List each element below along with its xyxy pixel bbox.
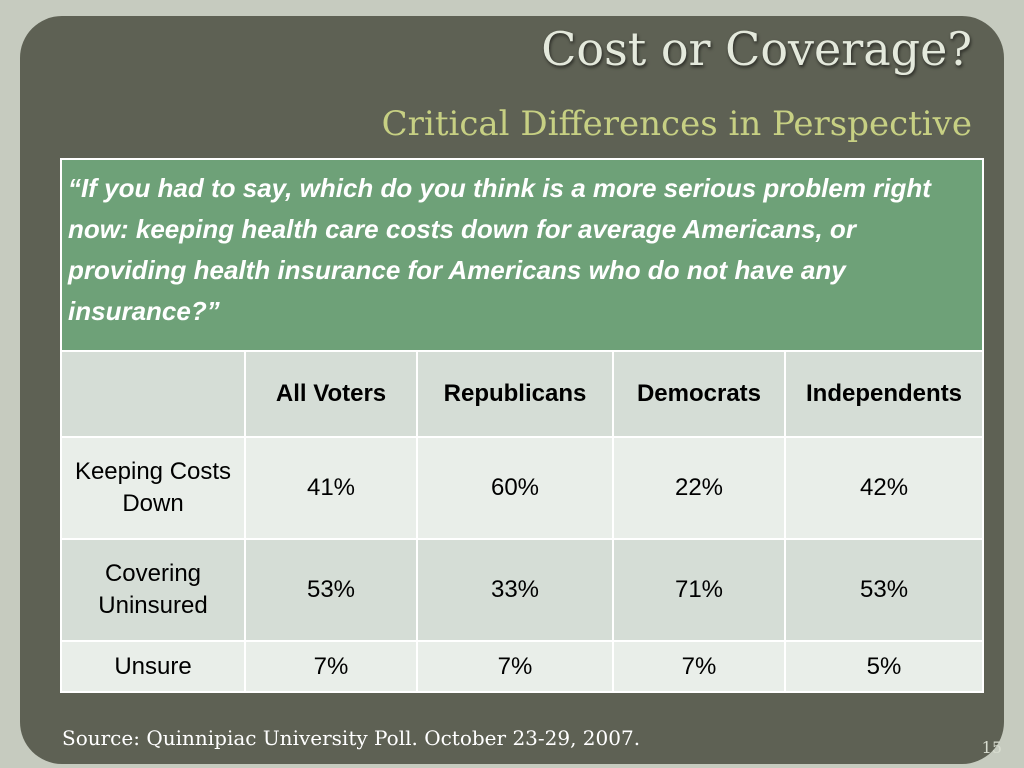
row-label: Keeping Costs Down <box>60 436 246 540</box>
table-cell: 71% <box>612 538 786 642</box>
table-cell: 7% <box>416 640 614 693</box>
table-cell: 53% <box>783 538 985 642</box>
table-cell: 53% <box>244 538 418 642</box>
table-row: Covering Uninsured 53% 33% 71% 53% <box>60 538 985 642</box>
source-citation: Source: Quinnipiac University Poll. Octo… <box>62 726 641 750</box>
survey-question: “If you had to say, which do you think i… <box>59 158 985 352</box>
table-cell: 7% <box>244 640 418 693</box>
table-row: Unsure 7% 7% 7% 5% <box>60 640 985 693</box>
table-cell: 22% <box>612 436 786 540</box>
table-cell: 41% <box>244 436 418 540</box>
table-cell: 7% <box>612 640 786 693</box>
question-row: “If you had to say, which do you think i… <box>59 158 985 352</box>
table-cell: 33% <box>416 538 614 642</box>
slide-number: 15 <box>981 738 1002 757</box>
table-cell: 60% <box>416 436 614 540</box>
table-row: Keeping Costs Down 41% 60% 22% 42% <box>60 436 985 540</box>
row-label: Unsure <box>60 640 246 693</box>
column-header-all-voters: All Voters <box>244 350 418 438</box>
table-cell: 42% <box>783 436 985 540</box>
column-header-independents: Independents <box>783 350 985 438</box>
table-header-row: All Voters Republicans Democrats Indepen… <box>60 350 985 438</box>
column-header-republicans: Republicans <box>416 350 614 438</box>
row-label: Covering Uninsured <box>60 538 246 642</box>
poll-results-table: “If you had to say, which do you think i… <box>59 158 985 693</box>
slide-subtitle: Critical Differences in Perspective <box>381 104 972 144</box>
slide-title: Cost or Coverage? <box>541 22 972 76</box>
column-header-democrats: Democrats <box>612 350 786 438</box>
column-header-blank <box>60 350 246 438</box>
table-cell: 5% <box>783 640 985 693</box>
